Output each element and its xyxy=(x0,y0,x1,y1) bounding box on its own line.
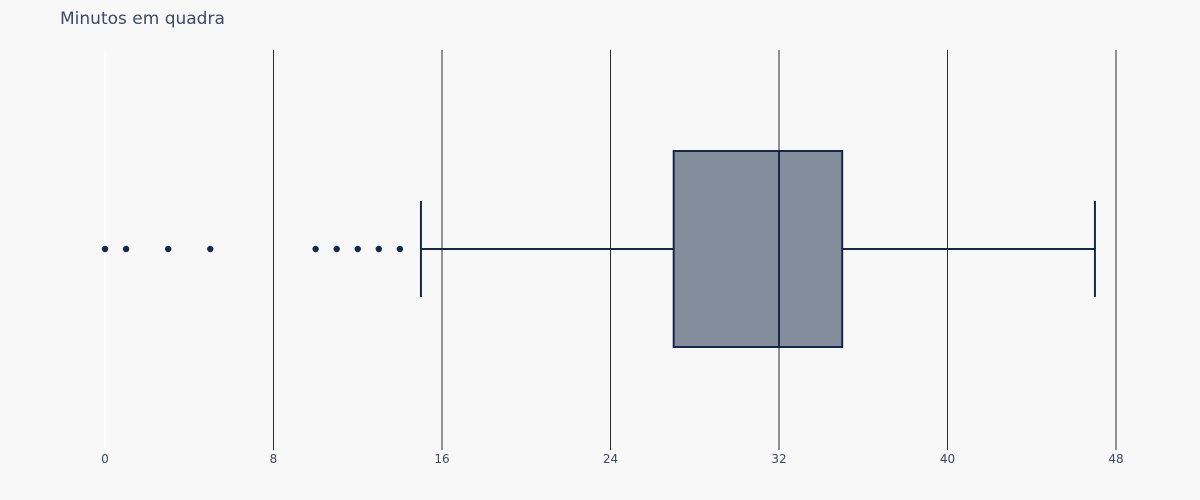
outlier-point xyxy=(122,245,130,253)
outlier-point xyxy=(312,245,319,253)
outlier-point xyxy=(207,245,214,253)
outlier-point xyxy=(396,245,404,253)
x-axis-ticks: 0 8 16 24 32 40 48 xyxy=(101,452,1123,466)
x-tick-label-24: 24 xyxy=(603,452,618,466)
x-tick-label-0: 0 xyxy=(101,452,109,466)
outlier-points xyxy=(101,245,404,253)
interquartile-box xyxy=(672,150,844,348)
x-tick-label-32: 32 xyxy=(771,452,786,466)
x-tick-label-48: 48 xyxy=(1108,452,1123,466)
x-tick-label-16: 16 xyxy=(434,452,449,466)
chart-title: Minutos em quadra xyxy=(60,9,225,29)
outlier-point xyxy=(333,245,340,253)
outlier-point xyxy=(354,245,361,253)
outlier-point xyxy=(101,245,109,253)
x-tick-label-8: 8 xyxy=(270,452,278,466)
box xyxy=(419,150,1096,348)
outlier-point xyxy=(164,245,172,253)
outlier-point xyxy=(375,245,383,253)
x-tick-label-40: 40 xyxy=(940,452,955,466)
